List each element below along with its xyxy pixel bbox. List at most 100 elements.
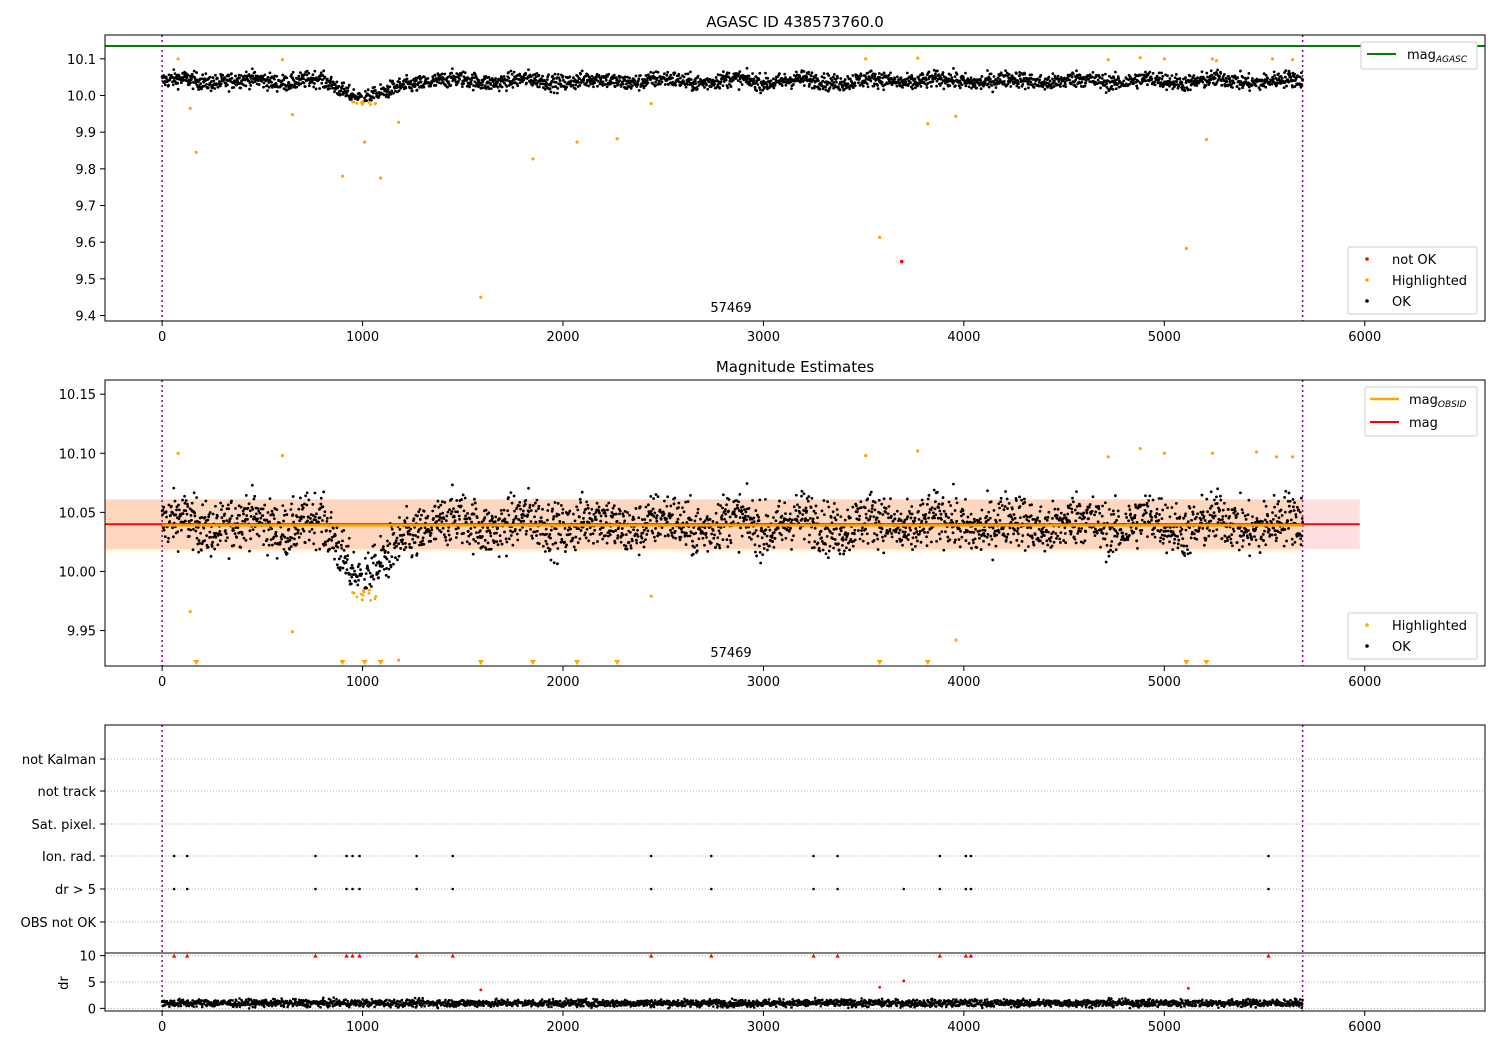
ok-point [760, 536, 764, 540]
panel1-xtick-label: 0 [158, 330, 166, 345]
ok-point [644, 538, 647, 542]
ok-point [801, 513, 805, 516]
ok-point [811, 517, 815, 521]
ok-point [209, 89, 213, 93]
ok-point [653, 511, 657, 515]
ok-point [668, 512, 672, 516]
ok-point [495, 531, 498, 535]
ok-point [745, 518, 748, 522]
ok-point [179, 81, 183, 85]
ok-point [1026, 82, 1030, 86]
ok-point [1192, 74, 1196, 77]
ok-point [780, 538, 784, 542]
ok-point [337, 557, 341, 561]
ok-point [403, 520, 407, 524]
ok-point [310, 527, 314, 531]
ok-point [509, 69, 513, 73]
ok-point [1070, 75, 1074, 79]
ok-point [740, 83, 744, 86]
ok-point [274, 530, 278, 534]
ok-point [772, 545, 776, 549]
ok-point [262, 85, 265, 89]
ok-point [283, 535, 287, 539]
ok-point [524, 532, 528, 536]
ok-point [1280, 76, 1284, 80]
ok-point [944, 530, 947, 534]
ok-point [199, 531, 203, 535]
ok-point [716, 502, 720, 506]
ok-point [291, 70, 295, 74]
ok-point [242, 536, 246, 540]
ok-point [723, 508, 727, 511]
ok-point [784, 536, 788, 540]
ok-point [278, 540, 282, 544]
ok-point [966, 81, 969, 85]
ok-point [229, 80, 233, 83]
ok-point [612, 504, 616, 508]
ok-point [972, 531, 976, 534]
ok-point [935, 539, 939, 543]
ok-point [887, 73, 891, 77]
ok-point [253, 494, 257, 498]
ok-point [1136, 79, 1140, 83]
ok-point [161, 526, 165, 530]
ok-point [369, 103, 372, 106]
ok-point [1183, 89, 1187, 92]
ok-point [677, 501, 681, 505]
ok-point [203, 516, 207, 519]
ok-point [441, 511, 445, 515]
ok-point [584, 531, 587, 535]
ok-point [861, 539, 865, 543]
ok-point [584, 536, 588, 540]
ok-point [365, 99, 368, 103]
ok-point [1136, 86, 1139, 90]
ok-point [693, 545, 696, 549]
ok-point [1041, 85, 1045, 89]
ok-point [924, 512, 928, 516]
ok-point [909, 542, 913, 546]
ok-point [764, 71, 767, 75]
ok-point [306, 519, 310, 523]
ok-point [356, 583, 360, 587]
ok-point [385, 566, 389, 570]
ok-point [176, 87, 180, 91]
ok-point [247, 73, 251, 76]
ok-point [958, 86, 962, 90]
panel1-ytick-label: 10.0 [67, 90, 96, 105]
ok-point [1053, 79, 1056, 83]
ok-point [209, 554, 213, 558]
ok-point [967, 85, 971, 89]
ok-point [652, 535, 656, 539]
ok-point [1080, 80, 1084, 84]
ok-point [925, 503, 929, 506]
ok-point [923, 517, 927, 521]
ok-point [439, 503, 443, 507]
ok-point [517, 518, 521, 522]
highlighted-point [280, 57, 284, 62]
ok-point [1023, 72, 1027, 76]
ok-point [641, 531, 645, 535]
ok-point [537, 504, 541, 508]
ok-point [413, 85, 417, 88]
ok-point [290, 73, 294, 76]
ok-point [634, 538, 638, 542]
ok-point [428, 534, 432, 537]
ok-point [541, 74, 544, 78]
ok-point [902, 535, 906, 539]
ok-point [926, 497, 930, 501]
ok-point [880, 502, 884, 506]
ok-point [1071, 72, 1075, 76]
ok-point [734, 76, 738, 80]
ok-point [752, 78, 756, 82]
ok-point [297, 81, 300, 85]
ok-point [429, 539, 433, 543]
ok-point [796, 515, 800, 518]
ok-point [663, 499, 666, 503]
ok-point [442, 533, 446, 537]
ok-point [844, 531, 848, 534]
ok-point [206, 86, 210, 90]
ok-point [929, 508, 933, 512]
ok-point [955, 72, 959, 76]
ok-point [726, 86, 730, 90]
ok-point [510, 501, 514, 505]
